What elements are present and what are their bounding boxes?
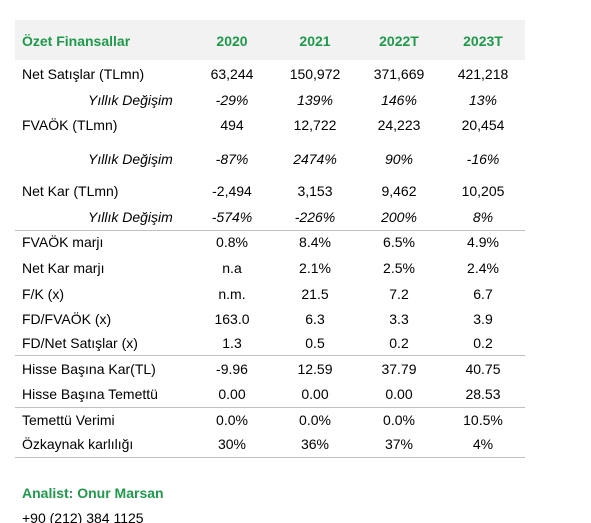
cell-value: 1.3 <box>222 335 242 351</box>
cell-value: 0.00 <box>218 386 246 402</box>
cell-value: 40.75 <box>465 361 501 377</box>
cell-value: 9,462 <box>381 183 417 199</box>
cell-value: 0.00 <box>385 386 413 402</box>
cell-value: 37.79 <box>381 361 417 377</box>
cell-value: 421,218 <box>457 66 509 82</box>
separator <box>15 230 525 231</box>
row-label: FD/FVAÖK (x) <box>22 311 112 327</box>
cell-value: 6.3 <box>305 311 325 327</box>
cell-value: 371,669 <box>373 66 425 82</box>
separator <box>15 457 525 458</box>
cell-value: -29% <box>215 92 249 108</box>
cell-value: 36% <box>300 436 330 452</box>
row-label: Net Satışlar (TLmn) <box>22 66 145 82</box>
cell-value: 90% <box>384 151 414 167</box>
cell-value: 12.59 <box>297 361 333 377</box>
row-sublabel: Yıllık Değişim <box>88 151 173 167</box>
cell-value: 3,153 <box>297 183 333 199</box>
cell-value: 28.53 <box>465 386 501 402</box>
separator <box>15 407 525 408</box>
cell-value: -574% <box>211 209 253 225</box>
cell-value: 2.4% <box>467 260 499 276</box>
cell-value: 4.9% <box>467 234 499 250</box>
cell-value: 0.8% <box>216 234 248 250</box>
row-label: Net Kar (TLmn) <box>22 183 119 199</box>
cell-value: 37% <box>384 436 414 452</box>
analyst-name: Analist: Onur Marsan <box>22 485 164 501</box>
row-sublabel: Yıllık Değişim <box>88 92 173 108</box>
cell-value: 0.0% <box>299 412 331 428</box>
row-label: Hisse Başına Kar(TL) <box>22 361 156 377</box>
cell-value: 150,972 <box>289 66 341 82</box>
row-label: FVAÖK (TLmn) <box>22 117 118 133</box>
row-sublabel: Yıllık Değişim <box>88 209 173 225</box>
row-label: Net Kar marjı <box>22 260 105 276</box>
cell-value: 6.5% <box>383 234 415 250</box>
cell-value: 20,454 <box>461 117 505 133</box>
table-title: Özet Finansallar <box>22 33 131 49</box>
cell-value: 0.0% <box>216 412 248 428</box>
cell-value: 8.4% <box>299 234 331 250</box>
cell-value: 7.2 <box>389 286 409 302</box>
cell-value: 30% <box>217 436 247 452</box>
cell-value: n.a <box>222 260 242 276</box>
cell-value: 13% <box>468 92 498 108</box>
cell-value: -87% <box>215 151 249 167</box>
cell-value: -2,494 <box>212 183 252 199</box>
header-background <box>15 20 525 60</box>
cell-value: 4% <box>472 436 494 452</box>
cell-value: 0.5 <box>305 335 325 351</box>
row-label: F/K (x) <box>22 286 64 302</box>
cell-value: 21.5 <box>301 286 329 302</box>
column-header: 2021 <box>299 33 331 49</box>
cell-value: 163.0 <box>214 311 250 327</box>
cell-value: 0.0% <box>383 412 415 428</box>
cell-value: 0.00 <box>301 386 329 402</box>
row-label: Temettü Verimi <box>22 412 115 428</box>
separator <box>15 355 525 356</box>
cell-value: 3.9 <box>473 311 493 327</box>
row-label: FVAÖK marjı <box>22 234 104 250</box>
cell-value: 139% <box>297 92 333 108</box>
analyst-phone: +90 (212) 384 1125 <box>22 510 144 523</box>
row-label: Özkaynak karlılığı <box>22 436 134 452</box>
column-header: 2023T <box>463 33 503 49</box>
cell-value: 10,205 <box>461 183 505 199</box>
cell-value: -226% <box>294 209 336 225</box>
cell-value: 2.1% <box>299 260 331 276</box>
cell-value: 63,244 <box>210 66 254 82</box>
cell-value: n.m. <box>218 286 246 302</box>
cell-value: 6.7 <box>473 286 493 302</box>
row-label: Hisse Başına Temettü <box>22 386 158 402</box>
row-label: FD/Net Satışlar (x) <box>22 335 138 351</box>
cell-value: 8% <box>472 209 494 225</box>
cell-value: -16% <box>466 151 500 167</box>
cell-value: 494 <box>220 117 244 133</box>
cell-value: 0.2 <box>389 335 409 351</box>
column-header: 2022T <box>379 33 419 49</box>
cell-value: 2474% <box>293 151 337 167</box>
cell-value: -9.96 <box>216 361 248 377</box>
cell-value: 3.3 <box>389 311 409 327</box>
cell-value: 24,223 <box>377 117 421 133</box>
cell-value: 10.5% <box>463 412 503 428</box>
cell-value: 0.2 <box>473 335 493 351</box>
cell-value: 146% <box>381 92 417 108</box>
column-header: 2020 <box>216 33 248 49</box>
cell-value: 12,722 <box>293 117 337 133</box>
cell-value: 200% <box>381 209 417 225</box>
cell-value: 2.5% <box>383 260 415 276</box>
